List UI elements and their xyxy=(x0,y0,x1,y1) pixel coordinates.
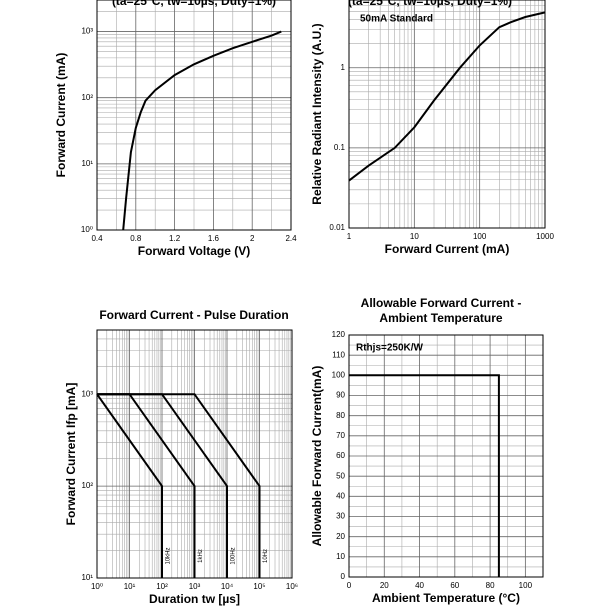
y-tick-label: 0 xyxy=(341,572,346,581)
y-tick-label: 10⁰ xyxy=(81,225,93,234)
y-tick-label: 10¹ xyxy=(81,573,93,582)
data-line xyxy=(122,30,282,231)
y-tick-label: 50 xyxy=(336,471,345,480)
data-line xyxy=(349,374,500,577)
y-axis-label: Forward Current Ifp [mA] xyxy=(64,383,78,526)
chart-title: (ta=25°C, tw=10µs, Duty=1%) xyxy=(112,0,276,8)
x-tick-label: 10⁶ xyxy=(286,582,298,591)
y-tick-label: 10¹ xyxy=(81,159,93,168)
x-axis-label: Forward Current (mA) xyxy=(385,242,510,256)
x-tick-label: 2 xyxy=(250,234,255,243)
x-tick-label: 0.4 xyxy=(91,234,103,243)
y-tick-label: 10² xyxy=(81,481,93,490)
plot-frame xyxy=(96,0,292,231)
data-line xyxy=(96,393,163,578)
series-label: 100Hz xyxy=(231,547,237,564)
x-tick-label: 100 xyxy=(519,581,533,590)
y-axis-label: Forward Current (mA) xyxy=(54,53,68,178)
x-tick-label: 0 xyxy=(347,581,352,590)
y-tick-label: 0.1 xyxy=(334,143,346,152)
series-label: 10Hz xyxy=(263,549,269,563)
y-tick-label: 10 xyxy=(336,552,345,561)
y-tick-label: 90 xyxy=(336,391,345,400)
series-label: 10kHz xyxy=(166,547,172,564)
x-tick-label: 1.6 xyxy=(208,234,220,243)
y-tick-label: 100 xyxy=(332,370,346,379)
y-axis-label: Relative Radiant Intensity (A.U.) xyxy=(310,23,324,204)
y-tick-label: 20 xyxy=(336,532,345,541)
y-tick-label: 10³ xyxy=(81,27,93,36)
series-label: 1kHz xyxy=(198,549,204,563)
chart-title: Ambient Temperature xyxy=(379,311,502,325)
x-axis-label: Forward Voltage (V) xyxy=(138,244,250,258)
x-tick-label: 40 xyxy=(415,581,424,590)
y-tick-label: 30 xyxy=(336,512,345,521)
x-tick-label: 10³ xyxy=(189,582,201,591)
plot-frame xyxy=(348,334,544,578)
x-tick-label: 2.4 xyxy=(285,234,297,243)
x-tick-label: 10 xyxy=(410,232,419,241)
y-tick-label: 70 xyxy=(336,431,345,440)
x-tick-label: 10⁵ xyxy=(253,582,265,591)
x-tick-label: 80 xyxy=(486,581,495,590)
annotation: Rthjs=250K/W xyxy=(356,343,424,354)
y-tick-label: 0.01 xyxy=(329,223,345,232)
x-tick-label: 1 xyxy=(347,232,352,241)
y-tick-label: 10² xyxy=(81,93,93,102)
y-tick-label: 110 xyxy=(332,350,345,359)
x-tick-label: 100 xyxy=(473,232,487,241)
y-tick-label: 60 xyxy=(336,451,345,460)
x-axis-label: Ambient Temperature (°C) xyxy=(372,591,520,605)
chart-title: Forward Current - Pulse Duration xyxy=(99,308,288,322)
x-tick-label: 20 xyxy=(380,581,389,590)
x-tick-label: 10¹ xyxy=(124,582,136,591)
x-tick-label: 1000 xyxy=(536,232,554,241)
y-tick-label: 10³ xyxy=(81,389,93,398)
y-tick-label: 1 xyxy=(341,63,346,72)
y-tick-label: 80 xyxy=(336,411,345,420)
data-line xyxy=(348,11,546,182)
x-tick-label: 10⁴ xyxy=(221,582,234,591)
y-tick-label: 120 xyxy=(332,330,346,339)
y-axis-label: Allowable Forward Current(mA) xyxy=(310,366,324,547)
y-tick-label: 40 xyxy=(336,491,345,500)
x-tick-label: 0.8 xyxy=(130,234,142,243)
data-line xyxy=(97,393,261,578)
plot-frame xyxy=(348,0,546,229)
x-axis-label: Duration tw [µs] xyxy=(149,592,240,606)
annotation: 50mA Standard xyxy=(360,14,433,25)
chart-title: Allowable Forward Current - xyxy=(361,296,522,310)
x-tick-label: 10² xyxy=(156,582,168,591)
x-tick-label: 60 xyxy=(450,581,459,590)
x-tick-label: 1.2 xyxy=(169,234,181,243)
x-tick-label: 10⁰ xyxy=(91,582,103,591)
chart-title: (ta=25°C, tw=10µs, Duty=1%) xyxy=(348,0,512,8)
